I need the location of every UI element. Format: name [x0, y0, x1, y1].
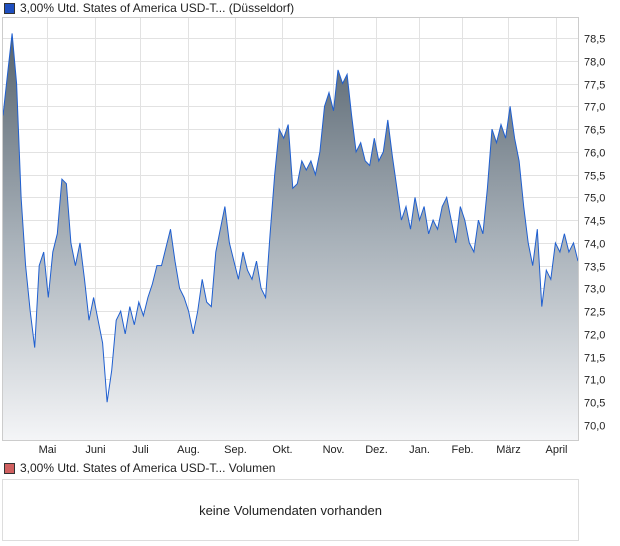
plot-border — [2, 17, 579, 441]
y-tick-label: 78,0 — [584, 57, 605, 69]
y-tick-label: 75,0 — [584, 193, 605, 205]
volume-legend-swatch — [4, 462, 15, 474]
y-tick-label: 76,0 — [584, 148, 605, 160]
y-tick-label: 72,5 — [584, 307, 605, 319]
y-tick-label: 70,0 — [584, 421, 605, 433]
y-tick-label: 77,0 — [584, 102, 605, 114]
price-line — [2, 33, 579, 403]
price-area — [3, 33, 578, 441]
x-tick-label: Feb. — [451, 444, 473, 456]
volume-panel: keine Volumendaten vorhanden — [2, 479, 579, 541]
x-tick-label: Dez. — [365, 444, 388, 456]
y-tick-label: 76,5 — [584, 125, 605, 137]
x-tick-label: Juli — [132, 444, 149, 456]
y-tick-label: 74,5 — [584, 216, 605, 228]
y-tick-label: 74,0 — [584, 239, 605, 251]
y-tick-label: 73,0 — [584, 284, 605, 296]
y-tick-label: 71,0 — [584, 375, 605, 387]
y-tick-label: 72,0 — [584, 330, 605, 342]
x-tick-label: April — [545, 444, 567, 456]
x-tick-label: Okt. — [272, 444, 292, 456]
x-tick-label: Sep. — [224, 444, 247, 456]
volume-empty-message: keine Volumendaten vorhanden — [199, 502, 382, 518]
y-tick-label: 70,5 — [584, 398, 605, 410]
y-tick-label: 75,5 — [584, 171, 605, 183]
price-legend-swatch — [4, 2, 15, 14]
x-tick-label: Mai — [39, 444, 57, 456]
y-tick-label: 71,5 — [584, 353, 605, 365]
x-tick-label: Nov. — [323, 444, 345, 456]
y-tick-label: 73,5 — [584, 262, 605, 274]
x-tick-label: März — [496, 444, 520, 456]
x-tick-label: Jan. — [409, 444, 430, 456]
price-chart: 70,0 70,5 71,0 71,5 72,0 72,5 73,0 73,5 74,0 74,5… — [2, 17, 605, 456]
price-legend-label: 3,00% Utd. States of America USD-T... (D… — [20, 1, 295, 15]
price-legend: 3,00% Utd. States of America USD-T... (D… — [4, 1, 294, 15]
x-tick-label: Juni — [85, 444, 105, 456]
x-tick-label: Aug. — [177, 444, 200, 456]
volume-legend: 3,00% Utd. States of America USD-T... Vo… — [4, 461, 275, 475]
y-tick-label: 78,5 — [584, 34, 605, 46]
y-tick-label: 77,5 — [584, 80, 605, 92]
volume-legend-label: 3,00% Utd. States of America USD-T... Vo… — [20, 461, 276, 475]
